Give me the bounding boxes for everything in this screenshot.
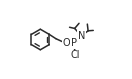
Text: N: N <box>78 31 85 41</box>
Text: Cl: Cl <box>70 50 80 60</box>
Text: O: O <box>62 38 70 48</box>
Text: P: P <box>71 38 77 48</box>
